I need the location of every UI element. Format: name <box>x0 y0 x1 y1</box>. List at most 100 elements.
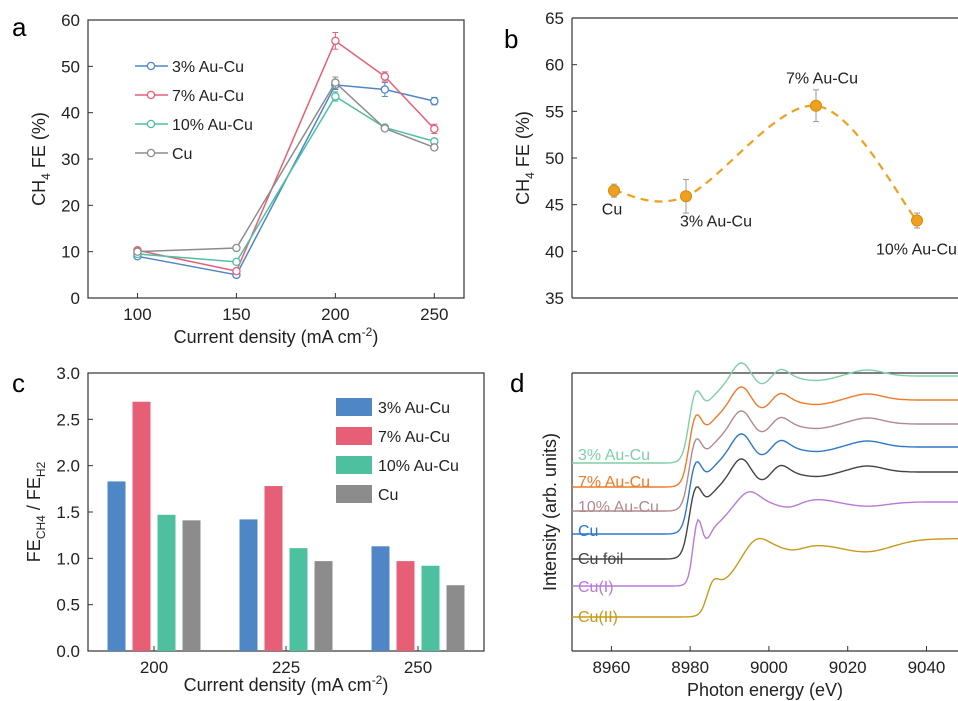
b-point-label: 3% Au-Cu <box>680 213 752 230</box>
c-bar-7-au-cu-250 <box>396 561 415 651</box>
c-bar-cu-225 <box>314 561 333 651</box>
a-series-line <box>137 81 435 253</box>
b-y-axis-label: CH4 FE (%) <box>513 111 537 205</box>
a-ytick-label: 0 <box>71 289 80 308</box>
b-ytick-label: 60 <box>545 56 564 75</box>
c-bar-cu-200 <box>182 520 201 651</box>
d-series-label-cu-ii: Cu(II) <box>578 609 618 626</box>
panel-letter-d: d <box>510 368 524 398</box>
a-ytick-label: 30 <box>61 150 80 169</box>
c-x-axis-label-sup: -2 <box>372 673 383 687</box>
c-bar-10-au-cu-200 <box>157 514 176 651</box>
a-ytick-label: 10 <box>61 243 80 262</box>
a-y-axis-label-end: FE (%) <box>29 112 49 173</box>
b-y-axis-label-main: CH <box>513 179 533 205</box>
a-legend-marker <box>146 148 156 158</box>
b-ytick-label: 55 <box>545 102 564 121</box>
a-legend-label: 10% Au-Cu <box>172 117 253 134</box>
b-ytick-label: 50 <box>545 149 564 168</box>
b-point-label: 10% Au-Cu <box>876 242 957 259</box>
panel-letter-c: c <box>12 368 25 398</box>
c-ytick-label: 0.0 <box>56 642 80 661</box>
b-trend-curve <box>613 104 918 222</box>
c-y-axis-label-sub1: CH4 <box>34 515 48 539</box>
d-series-label-cu-i: Cu(I) <box>578 579 614 596</box>
a-legend-marker <box>146 119 156 129</box>
c-xtick-label: 250 <box>404 658 432 677</box>
d-y-axis-label: Intensity (arb. units) <box>540 433 560 591</box>
a-legend-label: 3% Au-Cu <box>172 59 244 76</box>
a-xtick-label: 100 <box>123 305 151 324</box>
c-bar-3-au-cu-200 <box>107 481 126 651</box>
d-series-label-cu-foil: Cu foil <box>578 551 623 568</box>
b-ytick-label: 45 <box>545 196 564 215</box>
d-xtick-label: 9000 <box>750 658 788 677</box>
a-xtick-label: 200 <box>321 305 349 324</box>
a-series-cu <box>133 76 439 256</box>
c-xtick-label: 225 <box>272 658 300 677</box>
c-xtick-label: 200 <box>140 658 168 677</box>
a-xtick-label: 250 <box>420 305 448 324</box>
c-x-axis-label-main: Current density (mA cm <box>184 675 372 695</box>
a-x-axis-label-sup: -2 <box>362 325 373 339</box>
c-ytick-label: 1.0 <box>56 549 80 568</box>
c-ytick-label: 1.5 <box>56 503 80 522</box>
d-spectrum-cu <box>572 433 958 535</box>
b-y-axis-label-sub: 4 <box>523 172 537 179</box>
c-legend-label: 7% Au-Cu <box>378 429 450 446</box>
panel-b-chart: 35 40 45 50 55 60 65 CH4 FE (%) Cu 3% Au-Cu 7% Au-… <box>513 9 958 308</box>
a-ytick-label: 20 <box>61 196 80 215</box>
b-ytick-label: 40 <box>545 242 564 261</box>
c-legend-label: Cu <box>378 487 398 504</box>
a-data-point <box>331 92 340 101</box>
a-data-point <box>331 36 340 46</box>
a-y-axis-label-main: CH <box>29 180 49 206</box>
c-bar-3-au-cu-250 <box>371 546 390 651</box>
b-data-point-7-au-cu <box>810 99 822 112</box>
d-series-label-cu: Cu <box>578 523 598 540</box>
a-data-point <box>133 247 142 256</box>
a-x-axis-label-main: Current density (mA cm <box>174 327 362 347</box>
b-y-axis-label-end: FE (%) <box>513 111 533 172</box>
c-y-axis-label-fe2: / FE <box>24 477 44 515</box>
panel-c-chart: 0.0 0.5 1.0 1.5 2.0 2.5 3.0 200 225 250 Current de… <box>24 364 485 695</box>
c-legend-swatch <box>336 427 372 445</box>
panel-a-frame <box>87 19 465 299</box>
c-legend-swatch <box>336 456 372 474</box>
c-bar-10-au-cu-225 <box>289 548 308 651</box>
d-spectrum-10-au-cu <box>572 410 958 512</box>
a-data-point <box>380 72 390 81</box>
a-data-point <box>232 257 241 267</box>
c-y-axis-label-sub2: H2 <box>34 461 48 477</box>
a-data-point <box>430 124 439 134</box>
d-spectrum-3-au-cu <box>572 362 958 464</box>
d-spectrum-cu-foil <box>572 458 958 560</box>
panel-d-chart: 8960 8980 9000 9020 9040 Photon energy (eV) In… <box>540 362 958 700</box>
d-spectrum-7-au-cu <box>572 386 958 488</box>
c-bar-3-au-cu-225 <box>239 519 258 651</box>
a-data-point <box>380 124 390 133</box>
c-bar-7-au-cu-225 <box>264 486 283 651</box>
c-legend-swatch <box>336 485 372 503</box>
a-data-point <box>232 243 241 253</box>
c-ytick-label: 3.0 <box>56 364 80 383</box>
c-y-axis-label-fe1: FE <box>24 539 44 562</box>
a-x-axis-label-end: ) <box>372 327 378 347</box>
d-series-label-10-au-cu: 10% Au-Cu <box>578 499 659 516</box>
c-x-axis-label: Current density (mA cm-2) <box>184 673 389 695</box>
a-legend-marker <box>146 61 156 71</box>
c-bar-7-au-cu-200 <box>132 401 151 651</box>
panel-a-chart: 0 10 20 30 40 50 60 100 150 200 250 Current density… <box>29 11 465 347</box>
a-data-point <box>430 143 439 152</box>
d-spectrum-cu-ii <box>572 537 958 618</box>
b-ytick-label: 35 <box>545 289 564 308</box>
a-ytick-label: 40 <box>61 104 80 123</box>
b-point-label: Cu <box>602 202 622 219</box>
a-data-point <box>430 96 439 106</box>
b-data-point-cu <box>608 184 620 197</box>
a-legend-label: 7% Au-Cu <box>172 88 244 105</box>
b-data-point-10-au-cu <box>911 214 923 227</box>
d-xtick-label: 8980 <box>671 658 709 677</box>
a-legend-label: Cu <box>172 146 192 163</box>
